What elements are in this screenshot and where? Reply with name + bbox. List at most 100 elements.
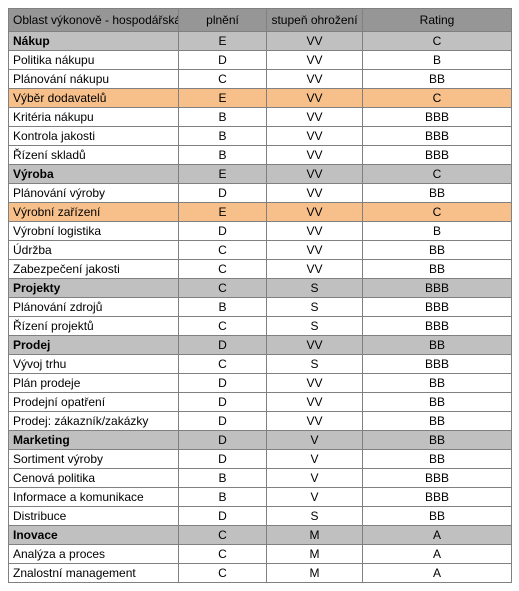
cell-rating: A [363,564,512,583]
table-row: Prodejní opatřeníDVVBB [9,393,512,412]
cell-label: Výrobní zařízení [9,203,179,222]
cell-rating: BBB [363,127,512,146]
cell-stupen: VV [267,127,363,146]
cell-plneni: C [179,355,267,374]
cell-rating: BB [363,431,512,450]
cell-plneni: D [179,507,267,526]
table-row: Plán prodejeDVVBB [9,374,512,393]
table-row: Řízení skladůBVVBBB [9,146,512,165]
cell-label: Údržba [9,241,179,260]
cell-stupen: S [267,507,363,526]
cell-stupen: S [267,355,363,374]
cell-rating: C [363,165,512,184]
cell-label: Projekty [9,279,179,298]
cell-stupen: VV [267,146,363,165]
table-row: Plánování zdrojůBSBBB [9,298,512,317]
cell-rating: BBB [363,279,512,298]
cell-stupen: V [267,469,363,488]
cell-stupen: V [267,488,363,507]
cell-rating: C [363,203,512,222]
cell-stupen: VV [267,32,363,51]
cell-rating: BBB [363,317,512,336]
cell-plneni: C [179,279,267,298]
cell-label: Prodej [9,336,179,355]
table-row: NákupEVVC [9,32,512,51]
ratings-table: Oblast výkonově - hospodářská plnění stu… [8,8,512,583]
cell-stupen: M [267,564,363,583]
cell-rating: BB [363,507,512,526]
cell-stupen: VV [267,51,363,70]
table-row: InovaceCMA [9,526,512,545]
cell-stupen: VV [267,241,363,260]
cell-stupen: VV [267,89,363,108]
cell-rating: BBB [363,355,512,374]
cell-stupen: VV [267,70,363,89]
cell-plneni: D [179,412,267,431]
cell-plneni: C [179,317,267,336]
table-row: Plánování výrobyDVVBB [9,184,512,203]
table-row: Znalostní managementCMA [9,564,512,583]
cell-rating: BB [363,184,512,203]
cell-rating: BB [363,260,512,279]
cell-rating: BBB [363,146,512,165]
cell-plneni: E [179,32,267,51]
cell-stupen: VV [267,374,363,393]
cell-label: Prodejní opatření [9,393,179,412]
cell-label: Cenová politika [9,469,179,488]
table-row: Výrobní logistikaDVVB [9,222,512,241]
cell-label: Marketing [9,431,179,450]
table-row: Plánování nákupuCVVBB [9,70,512,89]
col-header-plneni: plnění [179,9,267,32]
cell-stupen: VV [267,412,363,431]
cell-plneni: C [179,241,267,260]
cell-plneni: C [179,70,267,89]
cell-rating: BBB [363,488,512,507]
cell-label: Kritéria nákupu [9,108,179,127]
cell-stupen: VV [267,222,363,241]
table-row: Výrobní zařízeníEVVC [9,203,512,222]
cell-rating: BB [363,450,512,469]
cell-plneni: B [179,108,267,127]
table-row: ProdejDVVBB [9,336,512,355]
cell-stupen: S [267,279,363,298]
cell-label: Řízení projektů [9,317,179,336]
cell-plneni: B [179,469,267,488]
cell-label: Politika nákupu [9,51,179,70]
table-row: Informace a komunikaceBVBBB [9,488,512,507]
cell-label: Znalostní management [9,564,179,583]
cell-plneni: D [179,184,267,203]
cell-rating: C [363,32,512,51]
cell-plneni: D [179,431,267,450]
cell-rating: BBB [363,108,512,127]
table-row: Výběr dodavatelůEVVC [9,89,512,108]
cell-stupen: M [267,526,363,545]
cell-rating: BBB [363,469,512,488]
table-row: ProjektyCSBBB [9,279,512,298]
cell-label: Výrobní logistika [9,222,179,241]
col-header-stupen: stupeň ohrožení [267,9,363,32]
cell-label: Vývoj trhu [9,355,179,374]
cell-plneni: E [179,165,267,184]
col-header-rating: Rating [363,9,512,32]
cell-plneni: D [179,393,267,412]
cell-plneni: D [179,450,267,469]
cell-plneni: D [179,336,267,355]
cell-stupen: VV [267,184,363,203]
cell-label: Plánování výroby [9,184,179,203]
table-row: Politika nákupuDVVB [9,51,512,70]
table-row: Zabezpečení jakostiCVVBB [9,260,512,279]
cell-label: Nákup [9,32,179,51]
table-header: Oblast výkonově - hospodářská plnění stu… [9,9,512,32]
cell-rating: BB [363,374,512,393]
cell-label: Informace a komunikace [9,488,179,507]
cell-plneni: C [179,564,267,583]
cell-stupen: VV [267,165,363,184]
cell-label: Plánování zdrojů [9,298,179,317]
cell-rating: BBB [363,298,512,317]
cell-rating: BB [363,393,512,412]
cell-plneni: E [179,203,267,222]
cell-plneni: D [179,51,267,70]
table-row: DistribuceDSBB [9,507,512,526]
table-body: NákupEVVCPolitika nákupuDVVBPlánování ná… [9,32,512,583]
cell-label: Výroba [9,165,179,184]
